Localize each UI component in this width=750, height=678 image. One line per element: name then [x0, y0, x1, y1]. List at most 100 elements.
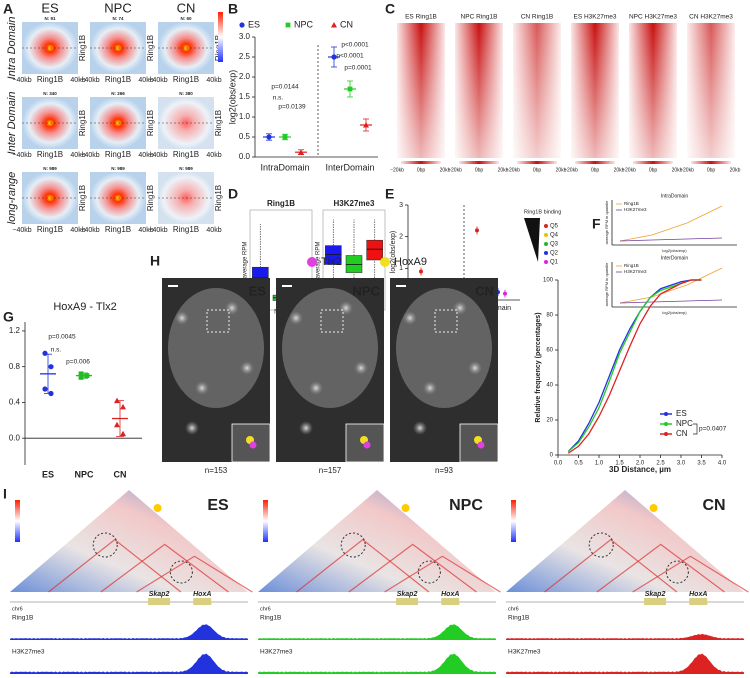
heatmap-fade — [571, 23, 619, 158]
highlight — [340, 532, 366, 558]
signal-track — [10, 624, 248, 640]
domain-edge — [136, 555, 253, 593]
y-tick-label: 1.2 — [9, 326, 21, 335]
gene — [644, 598, 667, 605]
panel-letter: G — [3, 309, 14, 325]
cdf-line — [567, 279, 702, 452]
nucleus — [282, 288, 378, 408]
colorbar — [511, 500, 516, 542]
y-tick-label: 0 — [550, 453, 554, 459]
legend-label: ES — [248, 19, 260, 29]
p-value: p=0.0001 — [344, 65, 372, 72]
signal-track — [506, 633, 744, 640]
marker — [78, 375, 84, 380]
axis-label: −40kb — [80, 227, 99, 234]
roi-box — [434, 309, 458, 333]
marker — [42, 386, 48, 392]
legend-wedge — [524, 218, 540, 262]
axis-label: Ring1B — [173, 75, 199, 84]
domain-edge — [48, 538, 182, 593]
y-tick-label: 2.0 — [239, 72, 251, 81]
axis-label: 20kb — [614, 167, 625, 173]
panel-letter: F — [592, 216, 601, 232]
chromocenter — [195, 381, 209, 395]
marker — [285, 22, 291, 28]
signal-track — [258, 653, 496, 674]
x-tick-label: 3.5 — [697, 461, 706, 467]
axis-label: −20kb — [564, 167, 578, 173]
x-tick-label: NPC — [74, 469, 94, 479]
n-label: N: 989 — [111, 166, 125, 171]
x-tick-label: 0.5 — [574, 461, 583, 467]
y-tick-label: 3 — [399, 202, 403, 209]
spot — [363, 441, 371, 449]
chromocenter — [403, 311, 417, 325]
map-label: CN — [702, 497, 725, 514]
image-label: NPC — [353, 283, 381, 298]
axis-label: Ring1B — [146, 35, 155, 61]
axis-label: 0bp — [591, 167, 600, 173]
chromocenter — [185, 421, 199, 435]
p-value: p<0.0001 — [336, 53, 364, 60]
axis-label: 20kb — [556, 167, 567, 173]
box — [366, 239, 383, 261]
axis-label: 40kb — [138, 227, 153, 234]
row-label: long-range — [6, 172, 18, 225]
legend-marker — [544, 233, 548, 237]
chromocenter — [309, 381, 323, 395]
y-tick-label: 3.0 — [239, 32, 251, 41]
x-tick-label: 4.0 — [718, 461, 727, 467]
domain-edge — [544, 538, 678, 593]
legend-label: Q3 — [550, 242, 559, 248]
column-label: CN — [177, 0, 196, 15]
marker — [114, 421, 120, 428]
axis-label: −40kb — [148, 77, 167, 84]
marker — [84, 373, 90, 379]
y-axis-label: average RPM in quantile — [604, 262, 609, 307]
colorbar — [459, 161, 499, 164]
image-label: CN — [475, 283, 494, 298]
track-label: H3K27me3 — [508, 649, 541, 656]
gene-label: Skap2 — [397, 591, 418, 598]
x-tick-label: 3.0 — [677, 461, 686, 467]
chromocenter — [175, 311, 189, 325]
marker — [363, 122, 369, 128]
spot — [249, 441, 257, 449]
axis-label: Ring1B — [173, 225, 199, 234]
colorbar — [15, 500, 20, 542]
trend-line — [619, 237, 723, 242]
y-tick-label: 80 — [546, 313, 553, 319]
legend-marker — [544, 260, 548, 264]
contact-triangle — [506, 490, 744, 592]
p-value: p=0.006 — [66, 359, 90, 366]
axis-label: −20kb — [390, 167, 404, 173]
chromocenter — [299, 421, 313, 435]
heatmap-fade — [397, 23, 445, 158]
x-axis-label: log2(obs/exp) — [662, 310, 687, 315]
chrom-label: chr6 — [508, 606, 519, 612]
colorbar — [633, 161, 673, 164]
colorbar — [575, 161, 615, 164]
y-tick-label: 2 — [399, 234, 403, 241]
colorbar — [263, 500, 268, 542]
marker — [48, 364, 54, 370]
panel-letter: C — [385, 1, 395, 17]
axis-label: 0bp — [417, 167, 426, 173]
image-label: ES — [249, 283, 267, 298]
track-label: Ring1B — [260, 615, 281, 622]
gene — [193, 598, 212, 605]
roi-box — [320, 309, 344, 333]
x-tick-label: 1.0 — [595, 461, 604, 467]
legend-label: Q5 — [550, 224, 559, 230]
hotspot — [649, 504, 658, 512]
n-label: N: 60 — [180, 16, 192, 21]
bracket — [693, 423, 698, 435]
p-value: p=0.0139 — [278, 104, 306, 111]
axis-label: Ring1B — [173, 150, 199, 159]
axis-label: 0bp — [707, 167, 716, 173]
colorbar — [517, 161, 557, 164]
column-label: NPC H3K27me3 — [629, 14, 677, 21]
hotspot — [401, 504, 410, 512]
